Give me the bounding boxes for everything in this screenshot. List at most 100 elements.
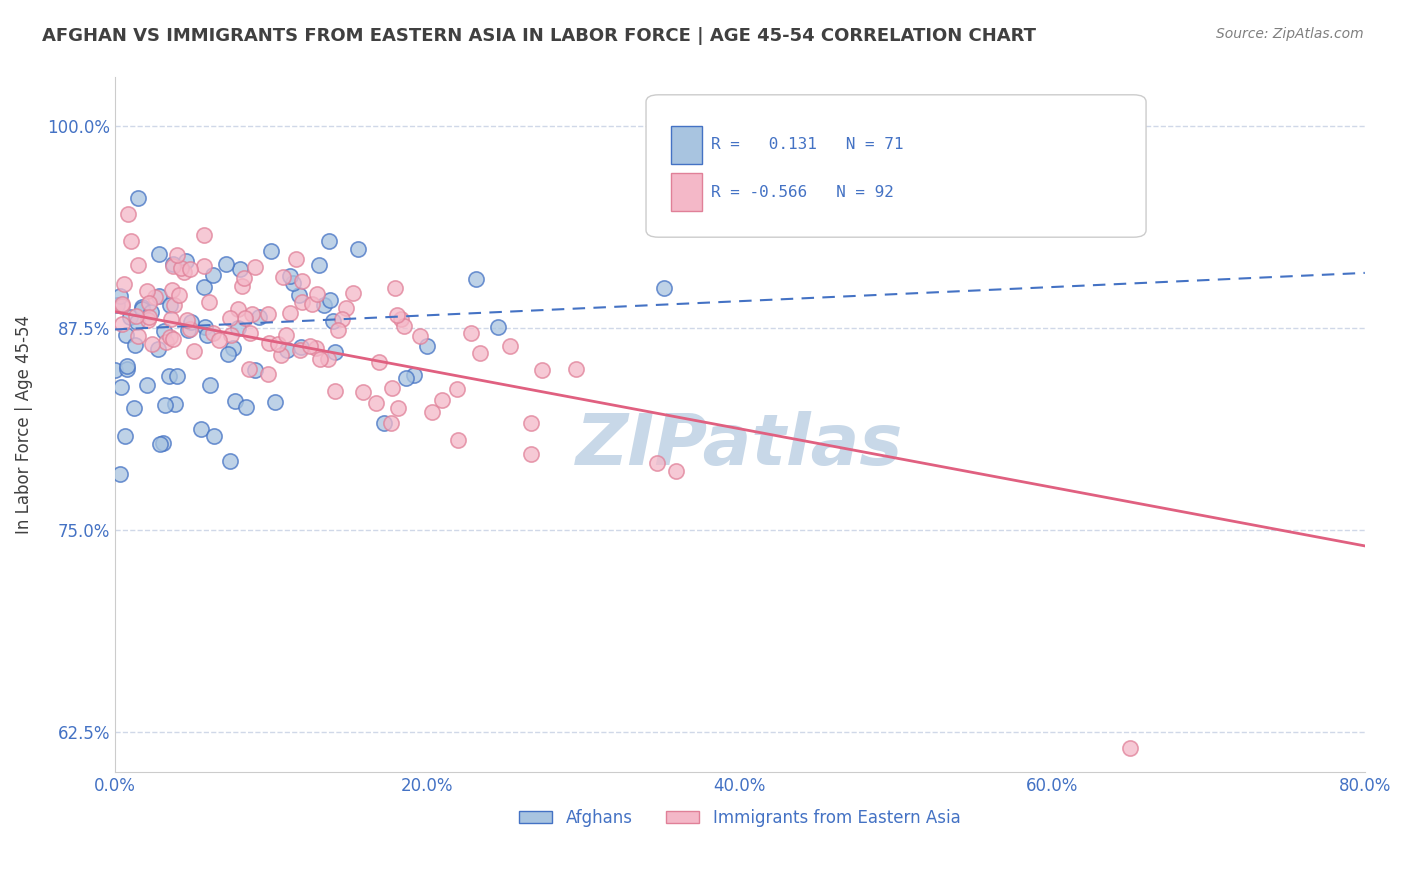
Afghans	[176, 323, 198, 337]
Immigrants from Eastern Asia	[117, 207, 139, 221]
Text: R = -0.566   N = 92: R = -0.566 N = 92	[711, 185, 894, 200]
Immigrants from Eastern Asia	[342, 285, 364, 300]
Immigrants from Eastern Asia	[160, 283, 183, 297]
Afghans	[110, 380, 132, 394]
Afghans	[122, 401, 145, 416]
Afghans	[416, 339, 439, 353]
Afghans	[162, 257, 184, 271]
Immigrants from Eastern Asia	[179, 322, 201, 336]
Afghans	[108, 467, 131, 481]
Immigrants from Eastern Asia	[125, 309, 148, 323]
Immigrants from Eastern Asia	[112, 277, 135, 291]
Immigrants from Eastern Asia	[288, 343, 311, 357]
Immigrants from Eastern Asia	[285, 252, 308, 266]
Afghans	[139, 305, 162, 319]
Afghans	[276, 343, 298, 357]
Immigrants from Eastern Asia	[519, 447, 541, 461]
Immigrants from Eastern Asia	[183, 344, 205, 359]
Afghans	[127, 191, 149, 205]
Afghans	[224, 394, 246, 409]
Immigrants from Eastern Asia	[138, 310, 160, 324]
Afghans	[217, 347, 239, 361]
Text: R =   0.131   N = 71: R = 0.131 N = 71	[711, 137, 904, 153]
Afghans	[200, 377, 222, 392]
Afghans	[194, 319, 217, 334]
Afghans	[174, 253, 197, 268]
Immigrants from Eastern Asia	[127, 258, 149, 272]
Bar	[671, 126, 702, 164]
Immigrants from Eastern Asia	[143, 290, 166, 304]
Immigrants from Eastern Asia	[409, 328, 432, 343]
Immigrants from Eastern Asia	[380, 416, 402, 430]
Immigrants from Eastern Asia	[271, 269, 294, 284]
Immigrants from Eastern Asia	[193, 259, 215, 273]
Immigrants from Eastern Asia	[364, 395, 387, 409]
Immigrants from Eastern Asia	[208, 333, 231, 347]
Afghans	[322, 314, 344, 328]
Afghans	[115, 362, 138, 376]
Immigrants from Eastern Asia	[202, 326, 225, 340]
Immigrants from Eastern Asia	[179, 261, 201, 276]
Immigrants from Eastern Asia	[256, 307, 278, 321]
Immigrants from Eastern Asia	[163, 298, 186, 312]
Immigrants from Eastern Asia	[111, 299, 134, 313]
Afghans	[263, 394, 285, 409]
Y-axis label: In Labor Force | Age 45-54: In Labor Force | Age 45-54	[15, 315, 32, 534]
Afghans	[153, 324, 176, 338]
Immigrants from Eastern Asia	[274, 327, 297, 342]
Immigrants from Eastern Asia	[432, 393, 454, 408]
Afghans	[146, 342, 169, 356]
Immigrants from Eastern Asia	[136, 313, 159, 327]
Afghans	[288, 287, 311, 301]
Immigrants from Eastern Asia	[531, 363, 554, 377]
Afghans	[135, 378, 157, 392]
Bar	[671, 172, 702, 211]
Immigrants from Eastern Asia	[233, 311, 256, 326]
Immigrants from Eastern Asia	[155, 335, 177, 350]
Immigrants from Eastern Asia	[259, 335, 281, 350]
Immigrants from Eastern Asia	[120, 234, 142, 248]
Immigrants from Eastern Asia	[352, 385, 374, 400]
Immigrants from Eastern Asia	[159, 329, 181, 343]
Text: AFGHAN VS IMMIGRANTS FROM EASTERN ASIA IN LABOR FORCE | AGE 45-54 CORRELATION CH: AFGHAN VS IMMIGRANTS FROM EASTERN ASIA I…	[42, 27, 1036, 45]
Immigrants from Eastern Asia	[520, 416, 543, 430]
Immigrants from Eastern Asia	[565, 362, 588, 376]
Immigrants from Eastern Asia	[460, 326, 482, 340]
Immigrants from Eastern Asia	[308, 351, 330, 366]
Afghans	[222, 342, 245, 356]
Immigrants from Eastern Asia	[278, 306, 301, 320]
Immigrants from Eastern Asia	[176, 313, 198, 327]
Immigrants from Eastern Asia	[325, 384, 347, 398]
Afghans	[180, 315, 202, 329]
Afghans	[152, 435, 174, 450]
Afghans	[247, 310, 270, 325]
Immigrants from Eastern Asia	[162, 332, 184, 346]
Immigrants from Eastern Asia	[226, 301, 249, 316]
Afghans	[215, 257, 238, 271]
Immigrants from Eastern Asia	[301, 297, 323, 311]
Afghans	[131, 300, 153, 314]
Immigrants from Eastern Asia	[233, 271, 256, 285]
Immigrants from Eastern Asia	[326, 323, 349, 337]
Afghans	[115, 328, 138, 343]
Afghans	[108, 289, 131, 303]
Afghans	[124, 337, 146, 351]
Afghans	[148, 247, 170, 261]
Afghans	[131, 302, 153, 317]
Afghans	[105, 298, 128, 312]
Immigrants from Eastern Asia	[447, 433, 470, 447]
Immigrants from Eastern Asia	[239, 326, 262, 340]
Immigrants from Eastern Asia	[240, 307, 263, 321]
Afghans	[652, 281, 675, 295]
Afghans	[159, 298, 181, 312]
Immigrants from Eastern Asia	[291, 274, 314, 288]
Immigrants from Eastern Asia	[256, 367, 278, 381]
Immigrants from Eastern Asia	[499, 339, 522, 353]
Immigrants from Eastern Asia	[219, 328, 242, 343]
Immigrants from Eastern Asia	[135, 284, 157, 298]
Afghans	[243, 363, 266, 377]
Immigrants from Eastern Asia	[420, 405, 443, 419]
Afghans	[290, 340, 312, 354]
Immigrants from Eastern Asia	[169, 287, 191, 301]
Afghans	[346, 242, 368, 256]
